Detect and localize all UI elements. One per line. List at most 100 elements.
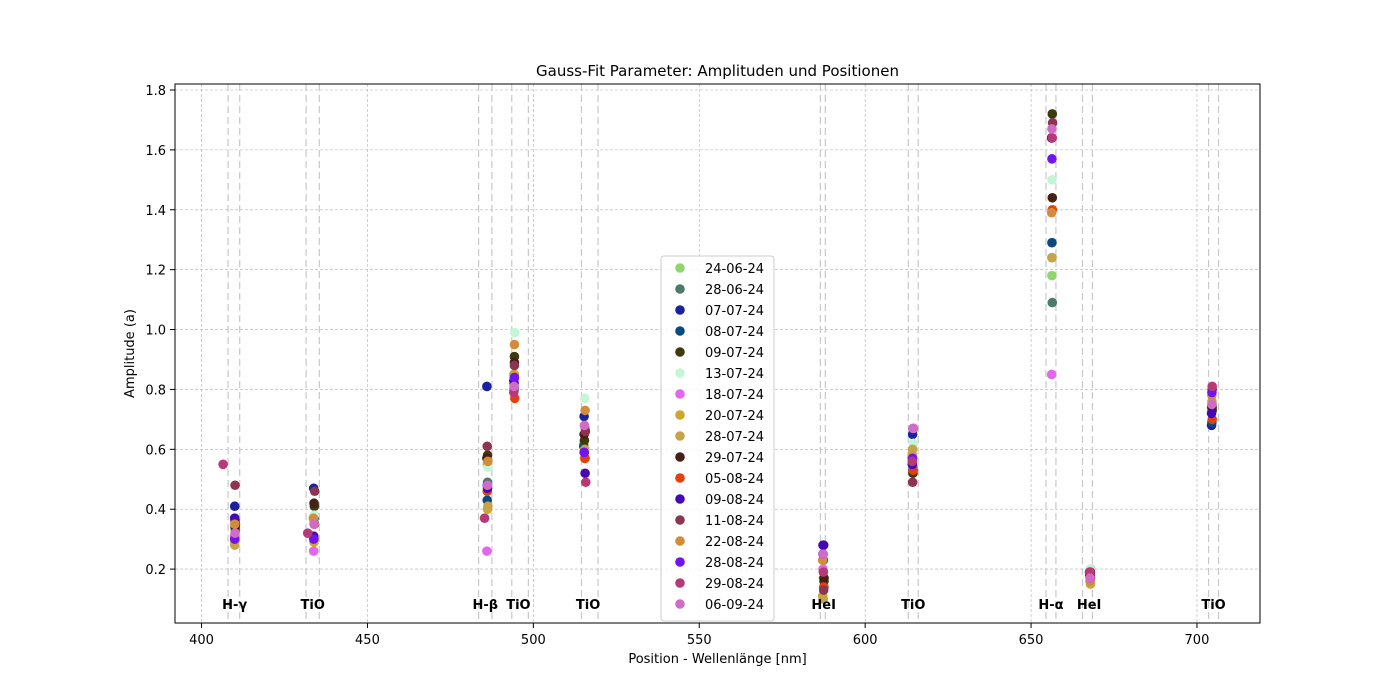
- legend-entry: 09-08-24: [705, 493, 764, 508]
- data-point: [907, 477, 918, 488]
- x-tick-label: 650: [1019, 633, 1044, 648]
- y-tick-label: 0.4: [145, 503, 166, 518]
- data-point: [1046, 207, 1057, 218]
- data-point: [308, 534, 319, 544]
- legend-entry: 18-07-24: [705, 388, 764, 403]
- legend-box: [660, 255, 775, 622]
- data-point: [1047, 192, 1058, 203]
- data-point: [229, 501, 240, 512]
- data-point: [579, 420, 590, 431]
- legend-marker: [675, 326, 685, 336]
- data-point: [229, 519, 240, 529]
- legend-entry: 28-07-24: [705, 430, 764, 445]
- data-point: [579, 393, 590, 404]
- data-point: [818, 540, 828, 550]
- legend-entry: 29-07-24: [705, 451, 764, 466]
- legend-marker: [675, 452, 685, 462]
- legend-marker: [675, 347, 685, 357]
- y-tick-label: 1.8: [145, 84, 166, 99]
- data-point: [230, 528, 240, 538]
- data-point: [907, 444, 918, 455]
- line-label: TiO: [1201, 598, 1225, 613]
- y-tick-label: 1.4: [145, 204, 166, 219]
- data-point: [509, 339, 520, 350]
- data-point: [818, 585, 829, 595]
- x-tick-label: 450: [355, 633, 380, 648]
- legend-marker: [675, 557, 685, 567]
- legend-entry: 05-08-24: [705, 472, 764, 487]
- line-label: HeI: [811, 598, 836, 613]
- line-label: TiO: [901, 598, 925, 613]
- data-point: [1047, 124, 1057, 134]
- data-point: [308, 546, 319, 556]
- data-point: [1047, 175, 1057, 185]
- data-point: [309, 519, 319, 529]
- data-point: [818, 567, 829, 577]
- line-label: TiO: [576, 598, 600, 613]
- data-point: [509, 372, 520, 383]
- data-point: [1047, 133, 1058, 143]
- data-point: [483, 456, 493, 467]
- y-tick-label: 1.0: [145, 324, 166, 339]
- x-axis-label: Position - Wellenlänge [nm]: [628, 652, 806, 667]
- data-point: [1047, 270, 1057, 281]
- data-point: [309, 486, 320, 497]
- data-point: [230, 480, 240, 491]
- legend-marker: [675, 410, 685, 420]
- data-point: [509, 360, 520, 371]
- data-point: [1207, 381, 1218, 392]
- line-label: H-β: [472, 598, 498, 613]
- legend-marker: [675, 494, 685, 504]
- data-point: [580, 477, 591, 488]
- data-point: [1047, 109, 1058, 119]
- legend-marker: [675, 263, 685, 273]
- data-point: [907, 456, 918, 467]
- x-tick-label: 700: [1185, 633, 1210, 648]
- legend-entry: 06-09-24: [705, 598, 764, 613]
- data-point: [1047, 297, 1058, 308]
- line-label: TiO: [301, 598, 325, 613]
- legend-marker: [675, 599, 685, 609]
- legend-marker: [675, 389, 685, 399]
- data-point: [482, 441, 493, 452]
- x-tick-label: 600: [853, 633, 878, 648]
- legend-marker: [675, 431, 685, 441]
- y-tick-label: 1.6: [145, 144, 166, 159]
- line-label: H-α: [1038, 598, 1063, 613]
- data-point: [580, 405, 590, 416]
- legend-marker: [675, 305, 685, 315]
- x-axis-ticks: 400 450 500 550 600 650 700: [189, 623, 1209, 648]
- y-axis-ticks: 0.2 0.4 0.6 0.8 1.0 1.2 1.4 1.6 1.8: [145, 84, 175, 578]
- series-06-09-24: [230, 124, 1217, 583]
- legend-marker: [675, 368, 685, 378]
- data-point: [482, 381, 492, 392]
- data-point: [1085, 573, 1095, 583]
- data-point: [818, 549, 829, 559]
- data-point: [818, 594, 829, 604]
- data-point: [579, 447, 589, 458]
- y-axis-label: Amplitude (a): [123, 309, 138, 398]
- legend-entry: 20-07-24: [705, 409, 764, 424]
- data-point: [1047, 252, 1057, 263]
- data-point: [1046, 369, 1057, 380]
- legend-entry: 28-08-24: [705, 556, 764, 571]
- legend-entry: 11-08-24: [705, 514, 764, 529]
- x-tick-label: 500: [521, 633, 546, 648]
- line-label: H-γ: [222, 598, 247, 613]
- legend-entry: 22-08-24: [705, 535, 764, 550]
- data-point: [309, 498, 319, 509]
- legend-entry: 08-07-24: [705, 325, 764, 340]
- y-tick-label: 0.2: [145, 563, 166, 578]
- data-point: [218, 459, 228, 470]
- data-point: [482, 546, 492, 556]
- x-tick-label: 400: [189, 633, 214, 648]
- legend-marker: [675, 473, 685, 483]
- y-tick-label: 0.8: [145, 383, 166, 398]
- data-point: [302, 528, 313, 538]
- legend-marker: [675, 536, 685, 546]
- legend-entry: 24-06-24: [705, 262, 764, 277]
- legend-marker: [675, 284, 685, 294]
- data-point: [509, 327, 520, 338]
- legend-entry: 29-08-24: [705, 577, 764, 592]
